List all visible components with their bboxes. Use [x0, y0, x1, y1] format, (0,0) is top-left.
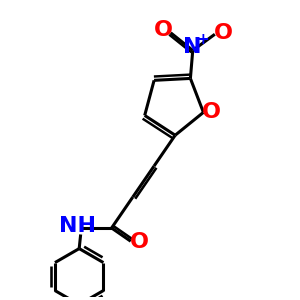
Text: O: O	[130, 232, 148, 252]
Text: O: O	[202, 102, 221, 122]
Text: +: +	[197, 32, 209, 47]
Text: O: O	[154, 20, 173, 40]
Text: O: O	[214, 23, 232, 43]
Text: N: N	[184, 37, 202, 57]
Text: NH: NH	[59, 216, 96, 236]
